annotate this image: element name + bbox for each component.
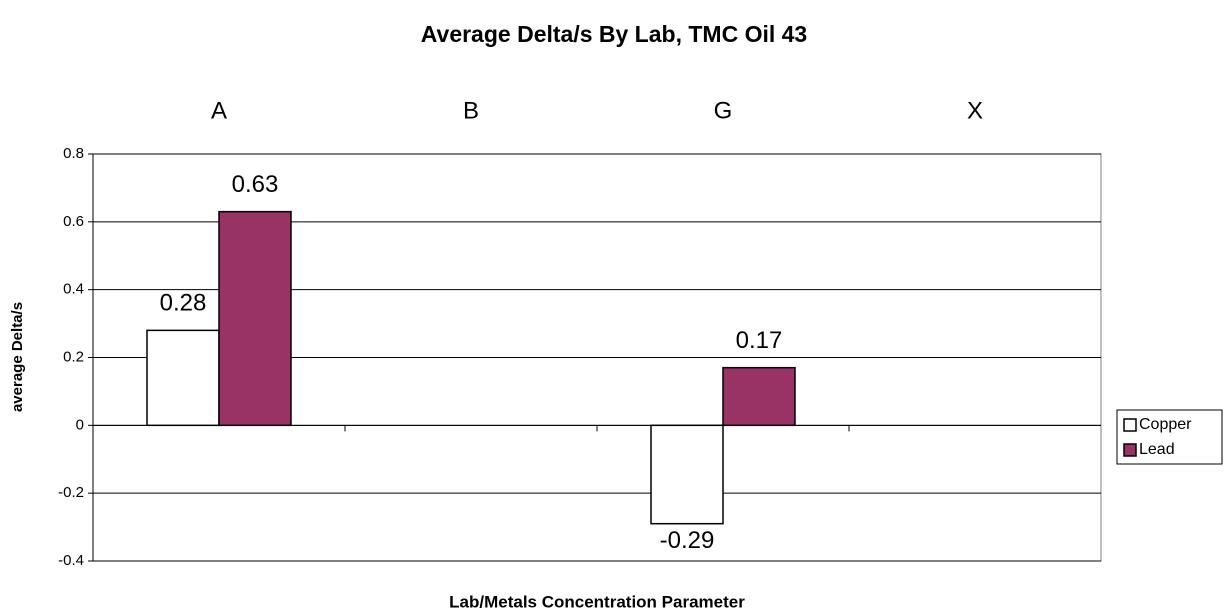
legend-label: Lead	[1139, 441, 1175, 458]
legend-label: Copper	[1139, 416, 1192, 433]
chart-title: Average Delta/s By Lab, TMC Oil 43	[421, 21, 807, 47]
y-tick-label: 0.2	[63, 348, 84, 365]
y-axis-label: average Delta/s	[9, 302, 26, 412]
y-tick-label: -0.4	[58, 552, 84, 569]
legend-swatch	[1123, 418, 1137, 432]
x-tick-label: X	[967, 97, 983, 124]
bar	[722, 366, 796, 427]
value-label: 0.28	[160, 290, 207, 317]
x-tick-label: G	[714, 97, 733, 124]
y-tick-label: 0.6	[63, 213, 84, 230]
value-label: 0.63	[232, 171, 279, 198]
x-axis-label: Lab/Metals Concentration Parameter	[449, 592, 745, 611]
y-tick-label: -0.2	[58, 484, 84, 501]
legend: Copper Lead	[1116, 409, 1223, 465]
value-label: 0.17	[736, 327, 783, 354]
bar	[218, 210, 292, 427]
x-tick-label: A	[211, 97, 227, 124]
y-tick-label: 0.4	[63, 281, 84, 298]
bar	[650, 424, 724, 525]
value-label: -0.29	[660, 527, 715, 554]
y-tick-label: 0	[76, 416, 84, 433]
y-tick-label: 0.8	[63, 145, 84, 162]
x-tick-label: B	[463, 97, 479, 124]
bar	[146, 329, 220, 427]
legend-swatch	[1123, 443, 1137, 457]
